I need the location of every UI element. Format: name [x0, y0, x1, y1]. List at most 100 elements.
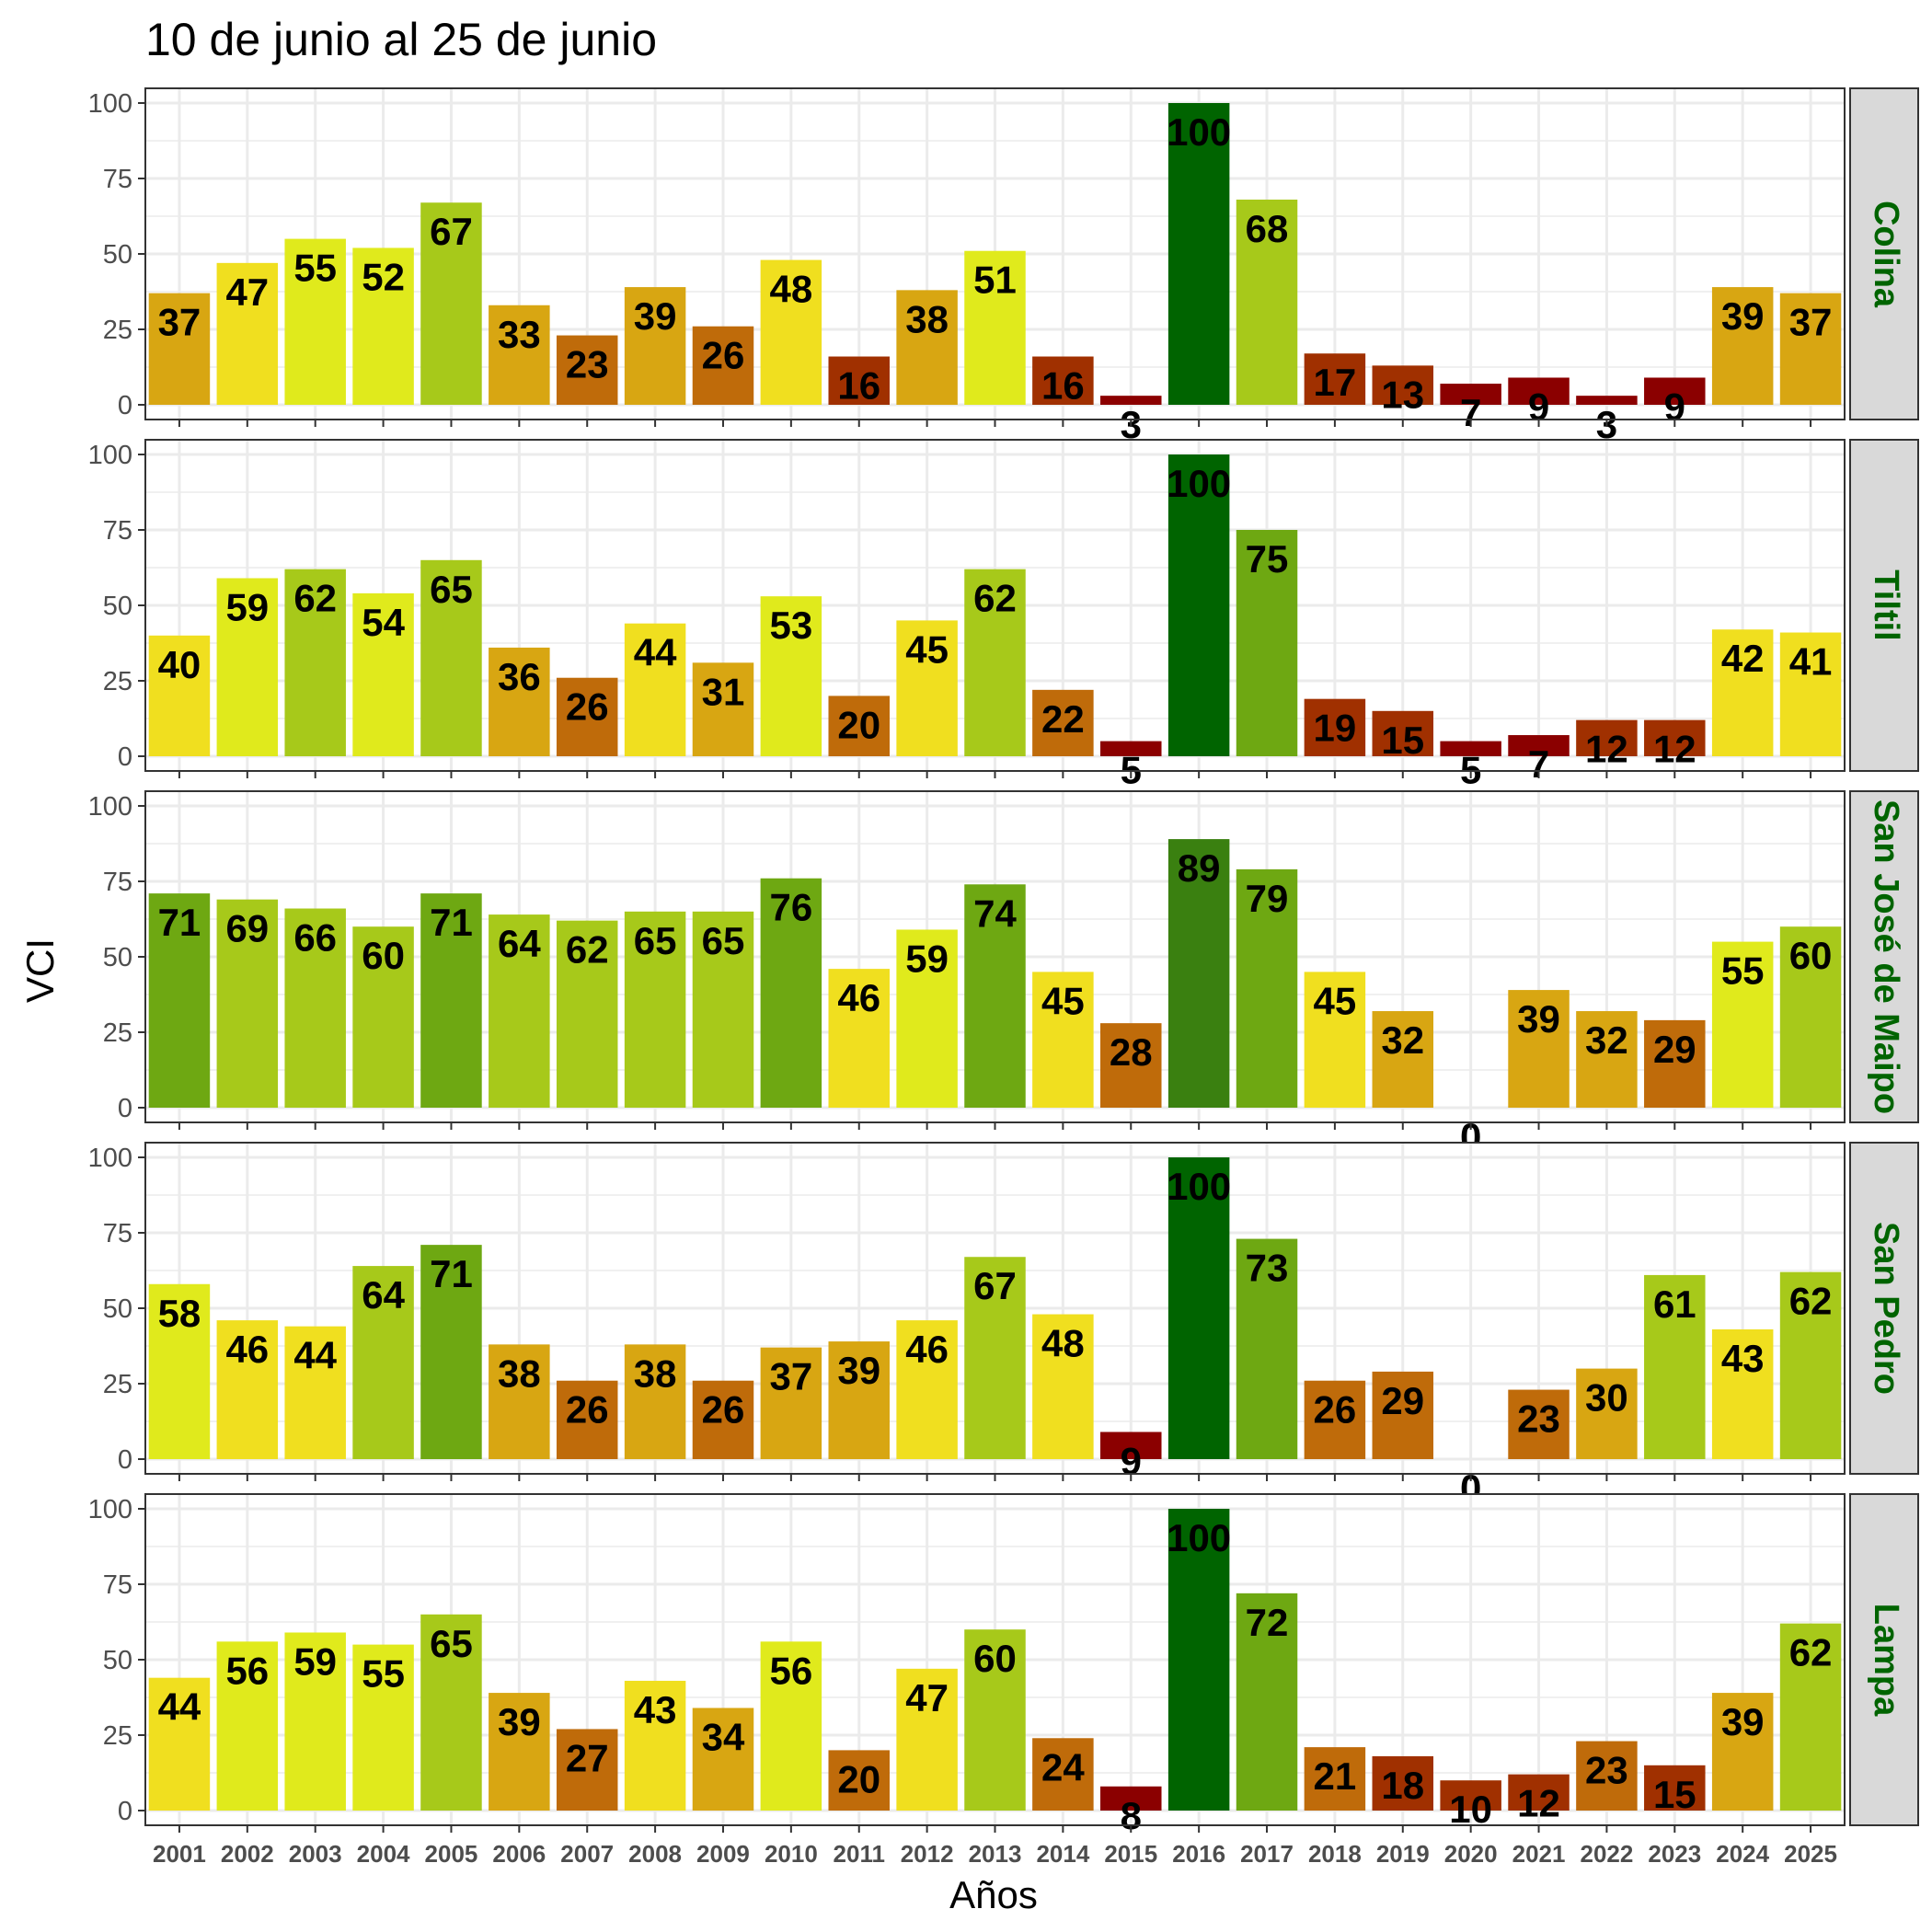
value-label: 71 [430, 901, 473, 944]
value-label: 19 [1314, 707, 1357, 750]
value-label: 45 [1041, 979, 1085, 1022]
bar-2023 [1644, 1274, 1706, 1459]
bar-2011 [828, 969, 890, 1108]
bar-2022 [1576, 1741, 1638, 1811]
value-label: 43 [1721, 1337, 1765, 1380]
value-label: 73 [1246, 1247, 1289, 1290]
value-label: 39 [498, 1700, 541, 1743]
value-label: 26 [566, 685, 609, 729]
value-label: 65 [702, 919, 745, 962]
value-label: 74 [973, 891, 1017, 935]
bar-2024 [1711, 287, 1774, 405]
y-tick-label: 75 [103, 165, 132, 194]
bar-2006 [489, 305, 550, 405]
value-label: 100 [1167, 1516, 1231, 1559]
value-label: 21 [1314, 1754, 1357, 1798]
x-tick-label: 2003 [289, 1840, 342, 1868]
bar-2025 [1779, 293, 1842, 405]
y-tick-label: 100 [88, 89, 132, 119]
y-tick-label: 0 [118, 742, 132, 772]
bar-2022 [1576, 719, 1638, 756]
value-label: 89 [1178, 846, 1221, 890]
value-label: 23 [1585, 1749, 1628, 1792]
bar-2004 [352, 1644, 414, 1811]
x-tick-label: 2023 [1648, 1840, 1701, 1868]
bar-2025 [1779, 1623, 1842, 1811]
value-label: 29 [1381, 1379, 1424, 1422]
value-label: 38 [634, 1351, 677, 1395]
x-tick-label: 2004 [357, 1840, 410, 1868]
value-label: 65 [430, 1622, 473, 1665]
bar-2013 [964, 1629, 1026, 1811]
y-tick-label: 100 [88, 792, 132, 822]
bar-2009 [692, 911, 754, 1108]
x-tick-label: 2019 [1376, 1840, 1430, 1868]
value-label: 16 [837, 364, 880, 408]
bar-2002 [216, 1641, 279, 1811]
value-label: 23 [566, 343, 609, 386]
x-tick-label: 2002 [221, 1840, 274, 1868]
bar-2023 [1644, 1765, 1706, 1811]
value-label: 68 [1246, 207, 1289, 250]
value-label: 9 [1528, 385, 1549, 428]
bar-2022 [1576, 396, 1638, 405]
value-label: 58 [158, 1292, 201, 1335]
bar-2015 [1100, 1786, 1162, 1811]
bar-2016 [1167, 454, 1230, 756]
y-tick-label: 50 [103, 1646, 132, 1675]
value-label: 59 [293, 1639, 337, 1683]
value-label: 61 [1653, 1282, 1696, 1326]
bar-2024 [1711, 1693, 1774, 1811]
bar-2003 [284, 1632, 346, 1811]
bar-2003 [284, 1326, 346, 1459]
value-label: 37 [158, 301, 201, 344]
y-tick-label: 25 [103, 1370, 132, 1399]
bar-2018 [1304, 1747, 1366, 1811]
bar-2008 [624, 623, 686, 756]
bar-2021 [1508, 990, 1570, 1108]
bar-2001 [148, 635, 211, 756]
value-label: 28 [1110, 1030, 1153, 1074]
value-label: 12 [1585, 728, 1628, 771]
x-tick-label: 2014 [1036, 1840, 1089, 1868]
bar-2014 [1032, 356, 1094, 405]
value-label: 62 [1789, 1631, 1833, 1674]
value-label: 64 [362, 1273, 405, 1317]
bar-2007 [556, 1729, 618, 1811]
value-label: 41 [1789, 640, 1833, 684]
bar-2022 [1576, 1368, 1638, 1459]
value-label: 59 [905, 937, 949, 980]
value-label: 60 [973, 1637, 1017, 1680]
value-label: 13 [1381, 373, 1424, 416]
value-label: 37 [1789, 301, 1833, 344]
bar-2017 [1236, 199, 1298, 405]
y-tick-label: 0 [118, 1797, 132, 1826]
value-label: 100 [1167, 462, 1231, 505]
bar-2003 [284, 238, 346, 405]
value-label: 18 [1381, 1764, 1424, 1807]
bar-2009 [692, 662, 754, 756]
bar-2007 [556, 677, 618, 756]
value-label: 48 [770, 268, 813, 311]
x-tick-label: 2013 [969, 1840, 1022, 1868]
value-label: 46 [837, 976, 880, 1019]
bar-2016 [1167, 839, 1230, 1108]
bar-2012 [896, 1320, 958, 1459]
bar-2023 [1644, 1019, 1706, 1108]
bar-2020 [1440, 741, 1501, 756]
value-label: 7 [1460, 391, 1481, 434]
x-tick-label: 2015 [1104, 1840, 1157, 1868]
value-label: 53 [770, 604, 813, 647]
bar-2002 [216, 899, 279, 1108]
panel-san-jos-de-maipo: 0 25 50 75 100 71 69 66 60 71 64 62 65 65 76 46 59 74 45 28… [88, 790, 1919, 1158]
bar-2019 [1372, 1011, 1434, 1108]
value-label: 72 [1246, 1601, 1289, 1644]
bar-2023 [1644, 719, 1706, 756]
value-label: 12 [1517, 1782, 1560, 1825]
value-label: 39 [1721, 294, 1765, 338]
bar-2002 [216, 262, 279, 405]
bar-2014 [1032, 689, 1094, 756]
value-label: 44 [293, 1334, 337, 1377]
